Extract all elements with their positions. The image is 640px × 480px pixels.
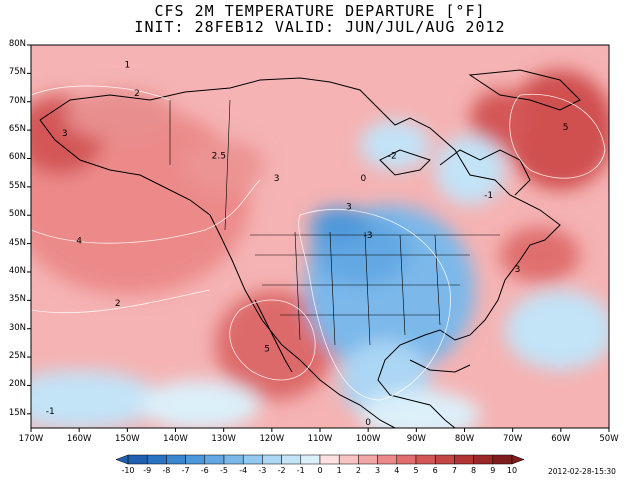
lat-label: 55N [8,180,26,191]
lat-label: 70N [8,95,26,106]
colorbar-swatch [338,454,359,465]
lon-label: 90W [406,434,426,444]
colorbar-swatch [396,454,417,465]
contour-label: 3 [346,203,352,213]
colorbar-swatch [242,454,263,465]
colorbar-swatch [415,454,436,465]
contour-label: 2 [115,299,121,309]
colorbar-label: 2 [355,466,361,475]
colorbar-swatch [319,454,340,465]
colorbar-swatch [223,454,244,465]
lat-label: 20N [8,379,26,390]
lat-label: 60N [8,152,26,163]
lon-label: 150W [115,434,140,444]
colorbar-swatch [473,454,494,465]
lat-label: 25N [8,351,26,362]
colorbar-label: 3 [375,466,381,475]
colorbar-low-arrow [115,454,129,465]
colorbar-swatch [185,454,206,465]
contour-label: 5 [264,344,270,354]
chart-title: CFS 2M TEMPERATURE DEPARTURE [°F] [154,2,486,20]
lon-label: 170W [18,434,44,444]
contour-label: -1 [484,191,493,201]
chart-subtitle: INIT: 28FEB12 VALID: JUN/JUL/AUG 2012 [134,18,506,36]
contour-label: -1 [46,407,55,417]
contour-label: 4 [76,237,82,247]
lat-label: 75N [8,67,26,78]
colorbar-swatch [204,454,225,465]
colorbar-label: -9 [143,466,152,475]
colorbar-label: -3 [258,466,267,475]
lat-label: 45N [8,237,26,248]
contour-label: 3 [515,265,521,275]
colorbar-label: 1 [336,466,342,475]
lon-label: 60W [551,434,571,444]
colorbar-label: -10 [121,466,135,475]
colorbar-label: -8 [162,466,171,475]
contour-label: 5 [563,123,569,133]
colorbar-label: -7 [181,466,190,475]
lat-label: 50N [8,209,26,220]
colorbar-label: 9 [490,466,496,475]
coastlines [39,69,581,428]
colorbar-swatch [377,454,398,465]
contour-label: -3 [364,231,373,241]
contour-lines [31,85,606,401]
colorbar-swatch [492,454,513,465]
lat-label: 30N [8,322,26,333]
colorbar-label: 7 [451,466,457,475]
colorbar-swatch [146,454,167,465]
lon-label: 70W [503,434,523,444]
lon-label: 100W [355,434,381,444]
lat-label: 35N [8,294,26,305]
contour-label: 1 [124,61,130,71]
lon-label: 140W [163,434,188,444]
lon-label: 110W [307,434,333,444]
colorbar-swatch [434,454,455,465]
lon-label: 160W [66,434,92,444]
timestamp: 2012-02-28-15:30 [548,467,616,476]
colorbar-swatch [454,454,474,465]
colorbar-label: 6 [432,466,438,475]
contour-label: 0 [360,174,366,184]
lon-label: 130W [211,434,236,444]
colorbar-label: -2 [277,466,286,475]
lon-label: 120W [259,434,285,444]
lon-label: 80W [454,434,475,444]
contour-label: 2.5 [212,151,226,161]
colorbar-high-arrow [511,454,525,465]
contour-label: 3 [62,129,68,139]
contour-label: 3 [274,174,280,184]
lat-label: 40N [8,265,26,276]
colorbar-swatch [358,454,378,465]
colorbar-swatch [281,454,302,465]
colorbar-label: -6 [200,466,209,475]
colorbar-label: 8 [471,466,477,475]
colorbar-label: 0 [317,466,323,475]
state-borders [169,99,500,346]
lat-label: 80N [8,39,26,49]
colorbar-swatch [166,454,186,465]
lat-label: 65N [8,124,26,135]
colorbar-swatch [262,454,282,465]
colorbar-swatch [127,454,148,465]
colorbar-label: -4 [239,466,248,475]
lon-label: 50W [599,434,619,444]
contour-label: -2 [388,151,397,161]
lat-label: 15N [8,407,26,418]
colorbar-label: -1 [296,466,305,475]
colorbar-label: 10 [506,466,518,475]
colorbar [115,454,525,465]
contour-label: 2 [134,89,140,99]
contour-label: 0 [365,418,371,428]
colorbar-label: 4 [394,466,400,475]
colorbar-label: 5 [413,466,419,475]
colorbar-swatch [300,454,321,465]
colorbar-label: -5 [220,466,228,475]
